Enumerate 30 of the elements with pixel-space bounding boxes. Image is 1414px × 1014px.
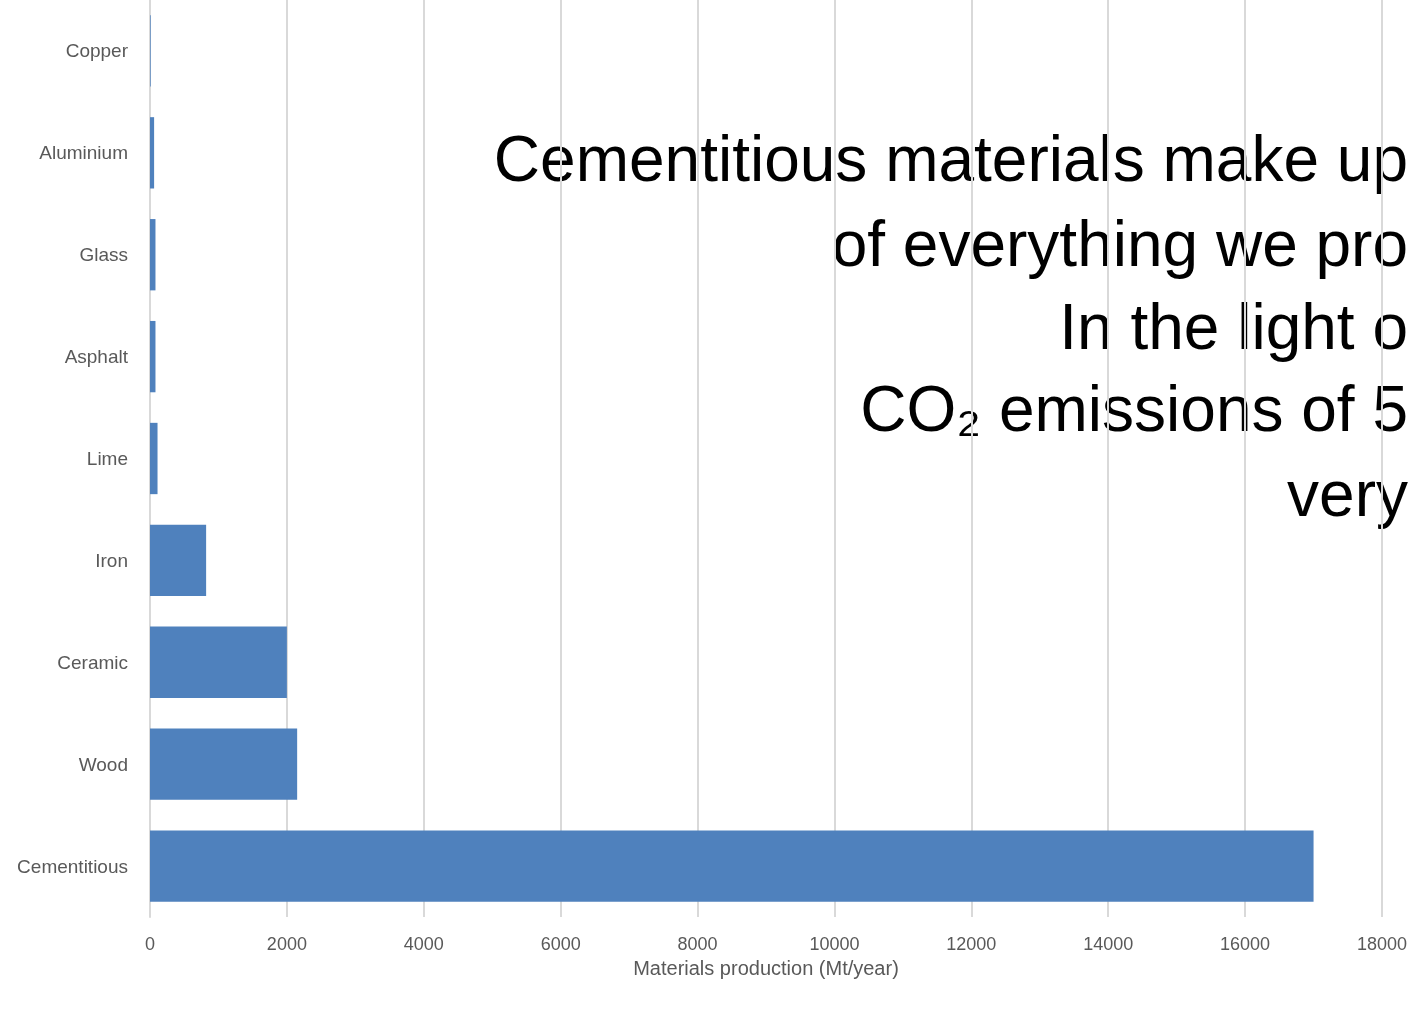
y-tick-label: Glass [79,244,128,266]
y-tick-label: Iron [95,549,128,571]
annotation: very [1287,458,1408,530]
x-tick-label: 14000 [1083,934,1134,954]
bar [150,422,158,495]
x-tick-label: 4000 [403,934,444,954]
y-tick-label: Lime [86,448,128,469]
y-tick-label: Asphalt [64,346,129,368]
bar [150,524,207,597]
y-tick-label: Copper [65,40,129,62]
bar [150,219,156,291]
annotation: of everything we pro [831,208,1408,280]
x-tick-label: 0 [144,934,156,954]
bar [150,830,1314,902]
x-tick-label: 6000 [540,934,581,954]
x-tick-label: 10000 [809,934,860,954]
y-tick-label: Ceramic [57,651,128,673]
x-tick-label: 2000 [266,934,307,954]
x-tick-label: 18000 [1356,934,1408,954]
x-tick-label: 8000 [677,934,718,954]
bar [150,117,155,189]
x-tick-label: 16000 [1220,934,1271,954]
bar [150,626,287,698]
x-tick-label: 12000 [946,934,997,954]
y-tick-label: Wood [78,753,128,775]
y-tick-label: Aluminium [39,142,128,164]
y-tick-label: Cementitious [17,855,128,877]
x-axis-title: Materials production (Mt/year) [633,956,899,979]
bar [150,320,156,393]
bar [150,728,298,800]
